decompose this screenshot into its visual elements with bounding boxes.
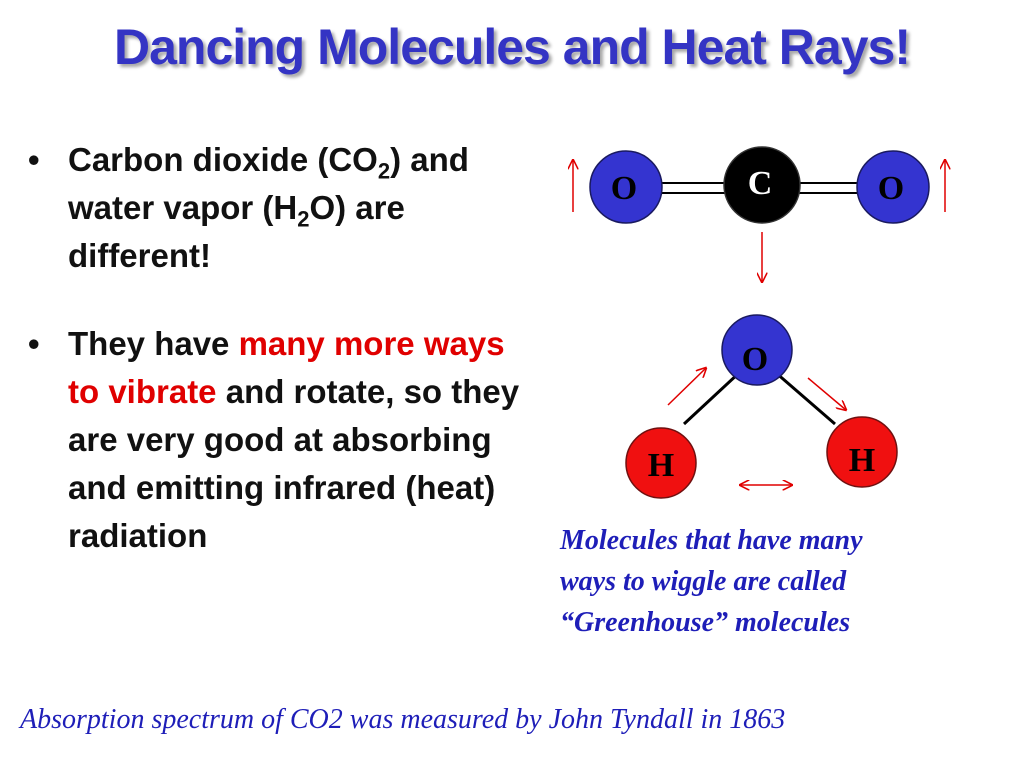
- h2o-oxygen-atom: [721, 314, 793, 386]
- bullet-list: • Carbon dioxide (CO2) and water vapor (…: [28, 136, 528, 560]
- co2-subscript: 2: [377, 158, 391, 184]
- h2o-right-stretch-arrow: [807, 377, 846, 410]
- bullet-2-highlight: many more ways to vibrate: [68, 325, 505, 410]
- h2o-molecule: O H H: [625, 314, 898, 499]
- co2-double-bond-right: [795, 182, 862, 194]
- bullet-2-text-start: They have: [68, 325, 239, 362]
- bullet-1-text-start: Carbon dioxide (CO: [68, 141, 378, 178]
- co2-carbon-atom: [723, 146, 801, 224]
- h2o-bond-left: [682, 370, 742, 426]
- co2-oxygen-right-label: O: [878, 170, 904, 207]
- footer-note: Absorption spectrum of CO2 was measured …: [20, 704, 786, 735]
- h2o-bond-right: [774, 370, 836, 426]
- h2o-hydrogen-left-label: H: [648, 447, 674, 484]
- co2-oxygen-left-atom: [589, 150, 663, 224]
- bullet-1-text-end: O) are different!: [68, 189, 405, 274]
- slide-title: Dancing Molecules and Heat Rays!: [113, 19, 911, 75]
- bullet-2-text-end: and rotate, so they are very good at abs…: [68, 373, 520, 554]
- co2-oxygen-right-atom: [856, 150, 930, 224]
- h2o-hydrogen-right-atom: [826, 416, 898, 488]
- bullet-1-text-middle: ) and water vapor (H: [68, 141, 469, 226]
- bullet-item-1: • Carbon dioxide (CO2) and water vapor (…: [28, 136, 528, 280]
- co2-molecule: O C O: [573, 146, 945, 282]
- caption-line-1: Molecules that have many: [560, 525, 863, 556]
- caption-line-3: “Greenhouse” molecules: [560, 607, 851, 638]
- h2o-left-stretch-arrow: [667, 368, 706, 406]
- h2o-hydrogen-right-label: H: [849, 442, 875, 479]
- greenhouse-caption: Molecules that have many ways to wiggle …: [560, 520, 940, 643]
- bullet-marker: •: [28, 325, 40, 362]
- bullet-marker: •: [28, 141, 40, 178]
- h2o-hydrogen-left-atom: [625, 427, 697, 499]
- bullet-item-2: • They have many more ways to vibrate an…: [28, 320, 528, 560]
- caption-line-2: ways to wiggle are called: [560, 566, 847, 597]
- h2o-subscript: 2: [297, 206, 310, 232]
- co2-double-bond-left: [660, 182, 728, 194]
- co2-oxygen-left-label: O: [611, 170, 637, 207]
- h2o-oxygen-label: O: [742, 341, 768, 378]
- co2-carbon-label: C: [748, 165, 773, 202]
